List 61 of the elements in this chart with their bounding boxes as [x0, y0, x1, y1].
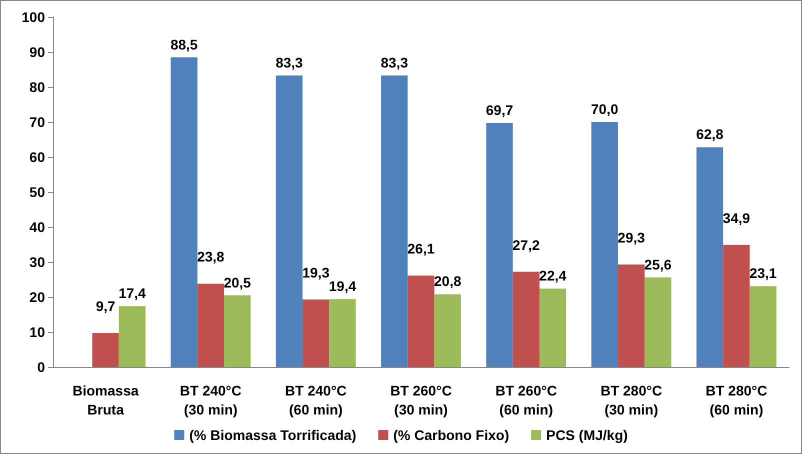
bar: [170, 57, 198, 367]
bar: [197, 284, 224, 367]
y-tick-label: 60: [29, 149, 46, 165]
y-tick-label: 0: [37, 359, 46, 375]
y-tick-label: 10: [29, 324, 46, 340]
data-label: 20,8: [434, 273, 462, 290]
legend-label: (% Carbono Fixo): [393, 427, 510, 443]
bar: [723, 244, 750, 367]
x-tick-label: BT 260°C (30 min): [390, 382, 452, 418]
bar: [224, 295, 251, 367]
bar: [618, 264, 645, 367]
y-tick-label: 20: [29, 289, 46, 305]
data-label: 23,1: [749, 265, 777, 282]
y-tick-label: 90: [29, 44, 46, 60]
y-tick-label: 40: [29, 219, 46, 235]
data-label: 26,1: [407, 240, 435, 257]
y-tick-label: 70: [29, 114, 46, 130]
data-label: 83,3: [380, 54, 408, 70]
bar: [750, 286, 776, 367]
y-tick-label: 30: [29, 254, 46, 270]
bar: [486, 123, 513, 367]
data-label: 25,6: [644, 256, 672, 272]
data-label: 19,4: [328, 278, 356, 294]
data-label: 19,3: [302, 264, 330, 280]
data-label: 34,9: [722, 210, 750, 226]
data-label: 20,5: [224, 274, 252, 290]
legend-label: PCS (MJ/kg): [546, 427, 628, 443]
x-tick-label: Biomassa Bruta: [72, 382, 139, 418]
data-label: 22,4: [539, 268, 567, 284]
data-label: 70,0: [591, 101, 618, 117]
data-label: 9,7: [96, 298, 116, 314]
data-label: 69,7: [486, 102, 514, 118]
data-label: 17,4: [118, 285, 146, 302]
bar: [434, 294, 461, 367]
bar: [276, 75, 303, 367]
x-tick-label: BT 240°C (60 min): [285, 382, 347, 418]
x-tick-label: BT 280°C (60 min): [706, 382, 768, 418]
bar: [591, 122, 618, 367]
bar: [302, 299, 330, 367]
data-label: 27,2: [512, 236, 540, 253]
bar: [92, 333, 119, 367]
data-label: 29,3: [618, 229, 646, 246]
data-label: 23,8: [197, 248, 225, 265]
x-tick-label: BT 240°C (30 min): [180, 382, 242, 418]
data-label: 83,3: [276, 54, 304, 70]
bar: [118, 306, 146, 367]
y-tick-label: 50: [29, 184, 46, 200]
bar: [696, 147, 724, 367]
bar: [381, 75, 408, 367]
bar: [512, 272, 540, 367]
bar: [644, 277, 672, 367]
y-tick-label: 80: [29, 79, 46, 95]
bar: [329, 299, 356, 367]
bar: [408, 276, 434, 367]
x-tick-label: BT 280°C (30 min): [600, 382, 662, 418]
data-label: 88,5: [170, 36, 198, 52]
bar: [539, 288, 566, 367]
legend-label: (% Biomassa Torrificada): [189, 427, 356, 443]
y-tick-label: 100: [22, 9, 46, 25]
data-label: 62,8: [696, 126, 724, 142]
x-tick-label: BT 260°C (60 min): [495, 382, 557, 418]
